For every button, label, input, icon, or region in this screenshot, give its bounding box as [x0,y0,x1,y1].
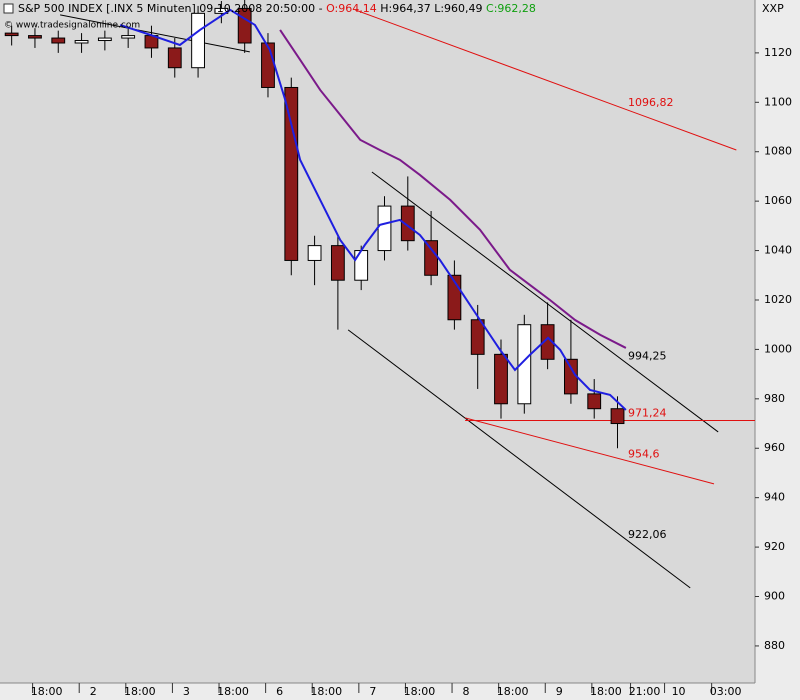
trend-line [347,329,691,589]
y-tick-label: 900 [764,590,785,603]
x-tick-label: 9 [556,685,563,698]
candle-body [564,358,578,395]
header-open: O:964,14 [326,2,377,15]
moving-average [279,29,627,349]
x-tick-label: 10 [672,685,686,698]
candle-body [517,324,532,405]
candle-body [470,319,485,355]
candle-body [540,324,555,360]
trend-line [371,171,719,433]
x-tick-label: 18:00 [590,685,622,698]
x-tick-label: 18:00 [124,685,156,698]
plot-area [0,0,755,683]
level-label: 922,06 [628,528,667,541]
x-tick-label: 18:00 [404,685,436,698]
x-tick-label: 2 [90,685,97,698]
x-tick-label: 21:00 [629,685,661,698]
candle-body [610,408,625,425]
candle-body [494,353,508,405]
y-tick-label: 1040 [764,244,792,257]
candle-body [307,245,322,261]
x-tick-label: 18:00 [310,685,342,698]
header-icon [3,3,14,14]
y-tick-label: 980 [764,392,785,405]
level-label: 1096,82 [628,96,674,109]
y-tick-label: 880 [764,639,785,652]
header: S&P 500 INDEX [.INX 5 Minuten] 09.10.200… [18,2,536,15]
y-tick-label: 960 [764,441,785,454]
level-label: 994,25 [628,350,667,363]
candle-body [97,37,112,42]
moving-average [119,8,627,411]
x-tick-label: 18:00 [31,685,63,698]
trend-line [60,14,250,53]
y-tick-label: 1000 [764,342,792,355]
level-label: 954,6 [628,448,660,461]
candle-body [330,245,345,281]
x-tick-label: 18:00 [497,685,529,698]
candle-body [261,42,275,88]
y-tick-label: 920 [764,540,785,553]
candle-body [191,12,205,69]
candle-body [4,32,19,37]
y-tick-label: 1080 [764,145,792,158]
x-tick-label: 18:00 [217,685,249,698]
level-label: 971,24 [628,406,667,419]
candle-body [121,35,136,39]
x-tick-label: 7 [369,685,376,698]
x-tick-label: 8 [463,685,470,698]
plot: 1096,82 994,25 971,24 954,6 922,06 [4,0,755,589]
x-tick-label: 03:00 [710,685,742,698]
x-tick-label: 3 [183,685,190,698]
x-tick-label: 6 [276,685,283,698]
candle-body [167,47,182,69]
candle-body [400,205,415,242]
candle-body [587,393,602,410]
y-tick-label: 940 [764,491,785,504]
subtitle: © www.tradesignalonline.com [4,21,140,31]
trend-line [464,417,715,485]
y-tick-label: 1100 [764,95,792,108]
candle-body [377,205,392,252]
trend-line [354,9,737,151]
y-tick-label: 1020 [764,293,792,306]
chart-title: S&P 500 INDEX [.INX 5 Minuten] 09.10.200… [18,2,323,15]
candle-body [424,240,439,276]
candle-body [284,86,299,261]
symbol-label: XXP [762,2,784,15]
candle-body [28,35,42,39]
header-high-low: H:964,37 L:960,49 [380,2,482,15]
y-tick-label: 1120 [764,46,792,59]
header-close: C:962,28 [486,2,536,15]
candle-body [51,37,66,44]
candle-body [74,40,89,44]
y-tick-label: 1060 [764,194,792,207]
candle-body [354,250,369,281]
